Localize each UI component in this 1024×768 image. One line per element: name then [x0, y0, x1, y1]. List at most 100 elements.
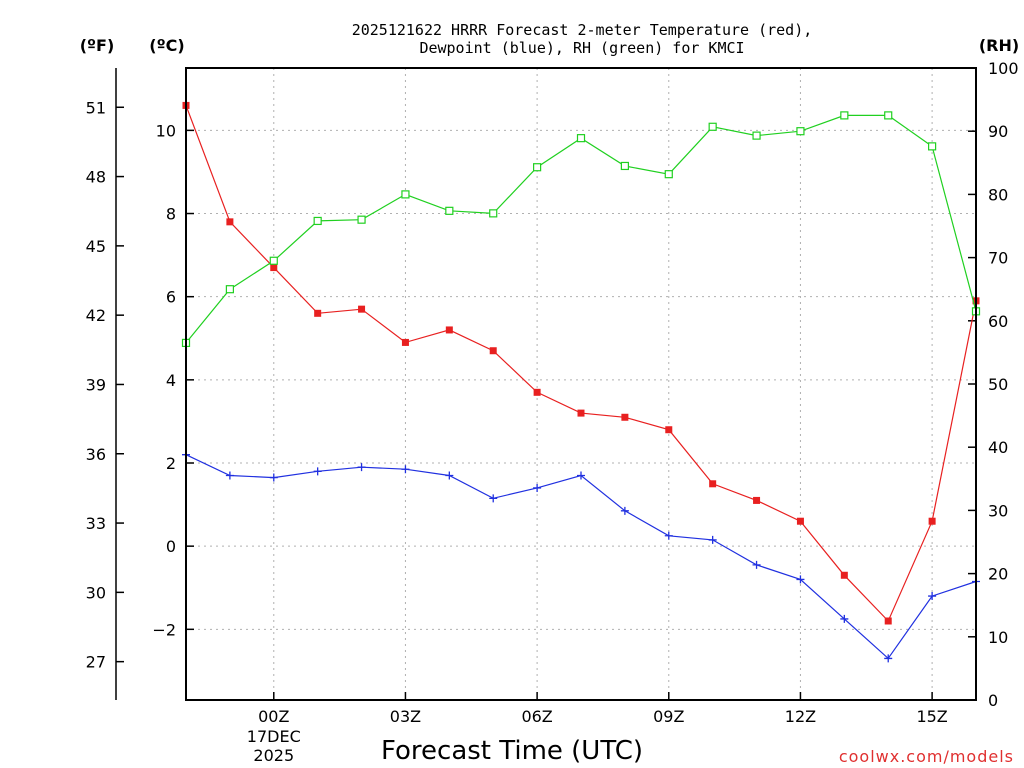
- dewpoint-point: [620, 506, 629, 515]
- temperature-point: [226, 218, 234, 226]
- dewpoint-point: [313, 467, 322, 476]
- rh-point: [664, 170, 673, 179]
- dewpoint-point: [533, 483, 542, 492]
- rh-point: [884, 111, 893, 120]
- fahrenheit-tick-label: 33: [86, 514, 106, 533]
- time-tick-label: 06Z: [521, 707, 552, 726]
- celsius-axis: −2 0 2 4 6 8 10: [152, 121, 194, 639]
- fahrenheit-tick-label: 51: [86, 98, 106, 117]
- chart-title-line2: Dewpoint (blue), RH (green) for KMCI: [419, 39, 744, 57]
- x-axis-label: Forecast Time (UTC): [381, 736, 643, 766]
- rh-tick-label: 70: [988, 249, 1008, 268]
- dewpoint-point: [752, 560, 761, 569]
- dewpoint-series: [182, 450, 980, 663]
- rh-point: [489, 209, 498, 218]
- rh-point: [225, 285, 234, 294]
- series-layer: [181, 101, 981, 663]
- time-tick-label: 15Z: [916, 707, 947, 726]
- temperature-point: [621, 413, 629, 421]
- rh-tick-label: 20: [988, 565, 1008, 584]
- rh-unit-label: (RH): [979, 36, 1019, 55]
- time-tick-label: 09Z: [653, 707, 684, 726]
- rh-point: [576, 134, 586, 143]
- dewpoint-point: [708, 535, 717, 544]
- dewpoint-point: [401, 465, 410, 474]
- rh-point: [313, 216, 322, 226]
- fahrenheit-unit-label: (ºF): [80, 36, 115, 55]
- dewpoint-point: [840, 614, 849, 623]
- dewpoint-point: [577, 471, 585, 480]
- rh-point: [357, 215, 366, 224]
- fahrenheit-tick-label: 48: [86, 168, 106, 187]
- rh-point: [928, 142, 937, 151]
- date-label: 17DEC: [247, 727, 301, 746]
- celsius-tick-label: 8: [166, 205, 176, 224]
- rh-axis: 0 10 20 30 40 50 60 70 80 90 100: [968, 59, 1019, 710]
- fahrenheit-tick-label: 27: [86, 653, 106, 672]
- temperature-point: [796, 517, 804, 525]
- temperature-point: [533, 388, 541, 396]
- fahrenheit-tick-label: 39: [86, 375, 106, 394]
- rh-point: [796, 127, 805, 136]
- rh-point: [752, 131, 761, 140]
- dewpoint-point: [225, 471, 234, 480]
- temperature-point: [270, 264, 278, 272]
- temperature-point: [358, 305, 366, 313]
- rh-point: [401, 190, 410, 199]
- dewpoint-point: [928, 592, 937, 601]
- rh-point: [708, 122, 717, 131]
- rh-point: [620, 161, 629, 171]
- rh-tick-label: 40: [988, 438, 1008, 457]
- dewpoint-point: [489, 494, 498, 503]
- rh-tick-label: 0: [988, 691, 998, 710]
- dewpoint-point: [269, 473, 278, 482]
- fahrenheit-tick-label: 42: [86, 306, 106, 325]
- temperature-point: [665, 426, 673, 434]
- plot-frame: [185, 67, 977, 701]
- dewpoint-point: [445, 471, 454, 480]
- rh-tick-label: 100: [988, 59, 1019, 78]
- temperature-point: [489, 347, 497, 355]
- celsius-tick-label: 4: [166, 371, 176, 390]
- temperature-point: [709, 480, 717, 488]
- rh-tick-label: 90: [988, 122, 1008, 141]
- rh-point: [840, 111, 849, 120]
- rh-tick-label: 10: [988, 628, 1008, 647]
- rh-tick-label: 30: [988, 501, 1008, 520]
- rh-point: [269, 256, 278, 265]
- fahrenheit-tick-label: 36: [86, 445, 106, 464]
- dewpoint-point: [884, 654, 893, 663]
- celsius-tick-label: 6: [166, 288, 176, 307]
- temperature-point: [753, 496, 761, 504]
- time-tick-label: 03Z: [390, 707, 421, 726]
- temperature-point: [884, 617, 892, 625]
- rh-point: [445, 206, 454, 215]
- chart-title-line1: 2025121622 HRRR Forecast 2-meter Tempera…: [352, 21, 813, 39]
- rh-tick-label: 50: [988, 375, 1008, 394]
- time-tick-label: 12Z: [785, 707, 816, 726]
- fahrenheit-axis: 27 30 33 36 39 42 45 48 51: [86, 98, 124, 672]
- celsius-tick-label: −2: [152, 620, 176, 639]
- rh-tick-label: 80: [988, 185, 1008, 204]
- temperature-point: [928, 517, 936, 525]
- fahrenheit-tick-label: 45: [86, 237, 106, 256]
- temperature-point: [401, 338, 409, 346]
- temperature-series: [182, 101, 980, 625]
- dewpoint-point: [796, 575, 805, 584]
- celsius-tick-label: 10: [156, 121, 176, 140]
- rh-point: [533, 163, 542, 172]
- temperature-point: [577, 409, 585, 417]
- dewpoint-point: [357, 463, 366, 472]
- time-tick-label: 00Z: [258, 707, 289, 726]
- temperature-point: [840, 571, 848, 579]
- temperature-point: [445, 326, 453, 334]
- celsius-tick-label: 0: [166, 537, 176, 556]
- rh-series: [181, 111, 981, 348]
- dewpoint-point: [664, 531, 673, 540]
- credit-text: coolwx.com/models: [839, 747, 1014, 766]
- rh-tick-label: 60: [988, 312, 1008, 331]
- temperature-point: [314, 309, 322, 317]
